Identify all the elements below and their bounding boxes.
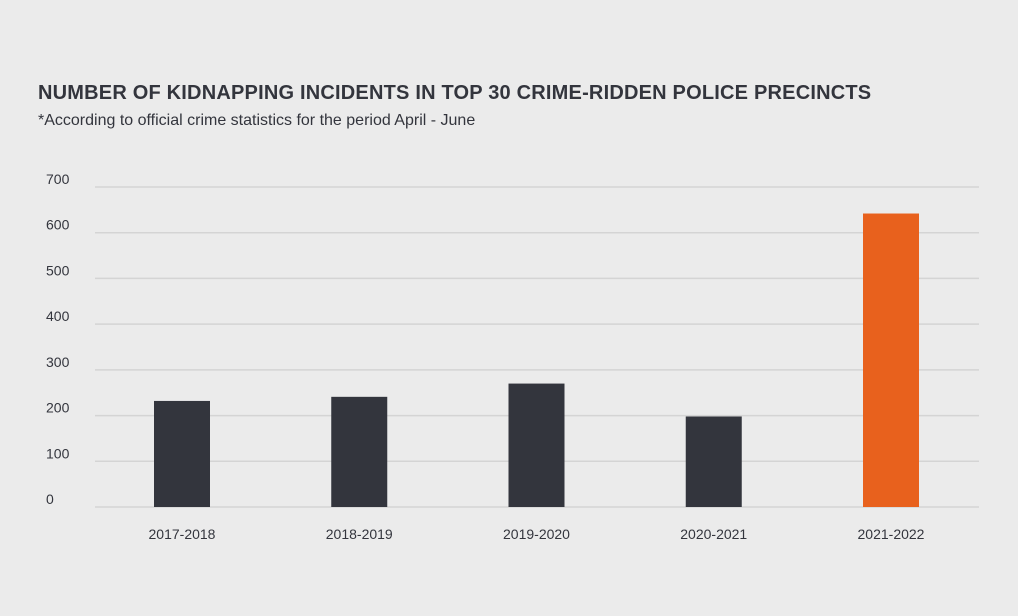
bar-2021-2022 <box>863 213 919 507</box>
gridlines <box>95 186 979 508</box>
x-axis-ticks: 2017-2018 2018-2019 2019-2020 2020-2021 2021… <box>149 526 925 542</box>
x-tick-label: 2018-2019 <box>326 526 393 542</box>
y-tick-label: 200 <box>46 400 70 416</box>
x-tick-label: 2020-2021 <box>680 526 747 542</box>
bars <box>154 213 919 507</box>
y-tick-label: 700 <box>46 171 70 187</box>
x-tick-label: 2017-2018 <box>149 526 216 542</box>
y-tick-label: 500 <box>46 262 70 278</box>
y-tick-label: 400 <box>46 308 70 324</box>
x-tick-label: 2019-2020 <box>503 526 570 542</box>
y-tick-label: 300 <box>46 354 70 370</box>
x-tick-label: 2021-2022 <box>858 526 925 542</box>
y-tick-label: 600 <box>46 217 70 233</box>
bar-2017-2018 <box>154 400 210 507</box>
chart-title: NUMBER OF KIDNAPPING INCIDENTS IN TOP 30… <box>38 82 872 104</box>
y-tick-label: 100 <box>46 445 70 461</box>
y-axis-ticks: 0 100 200 300 400 500 600 700 <box>46 171 70 507</box>
bar-2019-2020 <box>508 383 565 507</box>
bar-2018-2019 <box>331 396 388 507</box>
chart-subtitle: *According to official crime statistics … <box>38 112 476 129</box>
bar-2020-2021 <box>685 416 742 507</box>
y-tick-label: 0 <box>46 491 54 507</box>
